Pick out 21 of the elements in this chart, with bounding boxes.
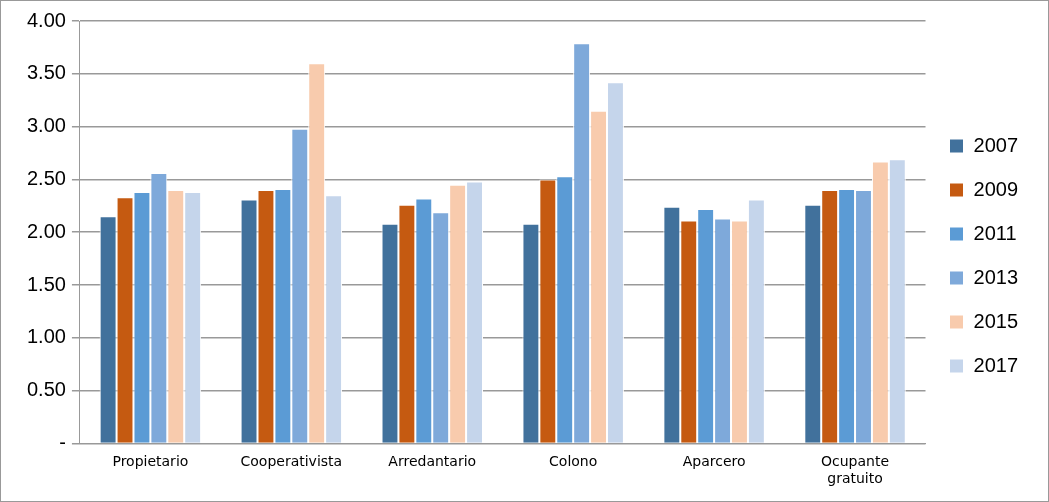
y-tick-label: 0.50 <box>26 378 66 401</box>
y-tick-label: - <box>59 430 66 453</box>
x-tick-label: Ocupante gratuito <box>821 453 890 487</box>
legend-label: 2017 <box>973 353 1019 376</box>
y-tick-label: 1.50 <box>26 272 66 295</box>
x-tick-label: Cooperativista <box>240 453 343 470</box>
x-tick-label: Colono <box>549 453 598 470</box>
x-tick-label: Propietario <box>112 453 189 470</box>
y-tick-label: 2.50 <box>26 166 66 189</box>
legend-label: 2013 <box>973 265 1019 288</box>
y-tick-label: 2.00 <box>26 219 66 242</box>
legend-label: 2011 <box>973 221 1017 244</box>
y-tick-label: 3.00 <box>26 114 66 137</box>
y-tick-label: 3.50 <box>26 61 66 84</box>
legend-label: 2007 <box>973 133 1019 156</box>
x-tick-label: Arredantario <box>388 453 477 470</box>
legend-label: 2015 <box>973 309 1019 332</box>
legend-label: 2009 <box>973 177 1019 200</box>
y-tick-label: 4.00 <box>26 8 66 31</box>
x-tick-label: Aparcero <box>682 453 746 470</box>
y-tick-label: 1.00 <box>26 325 66 348</box>
